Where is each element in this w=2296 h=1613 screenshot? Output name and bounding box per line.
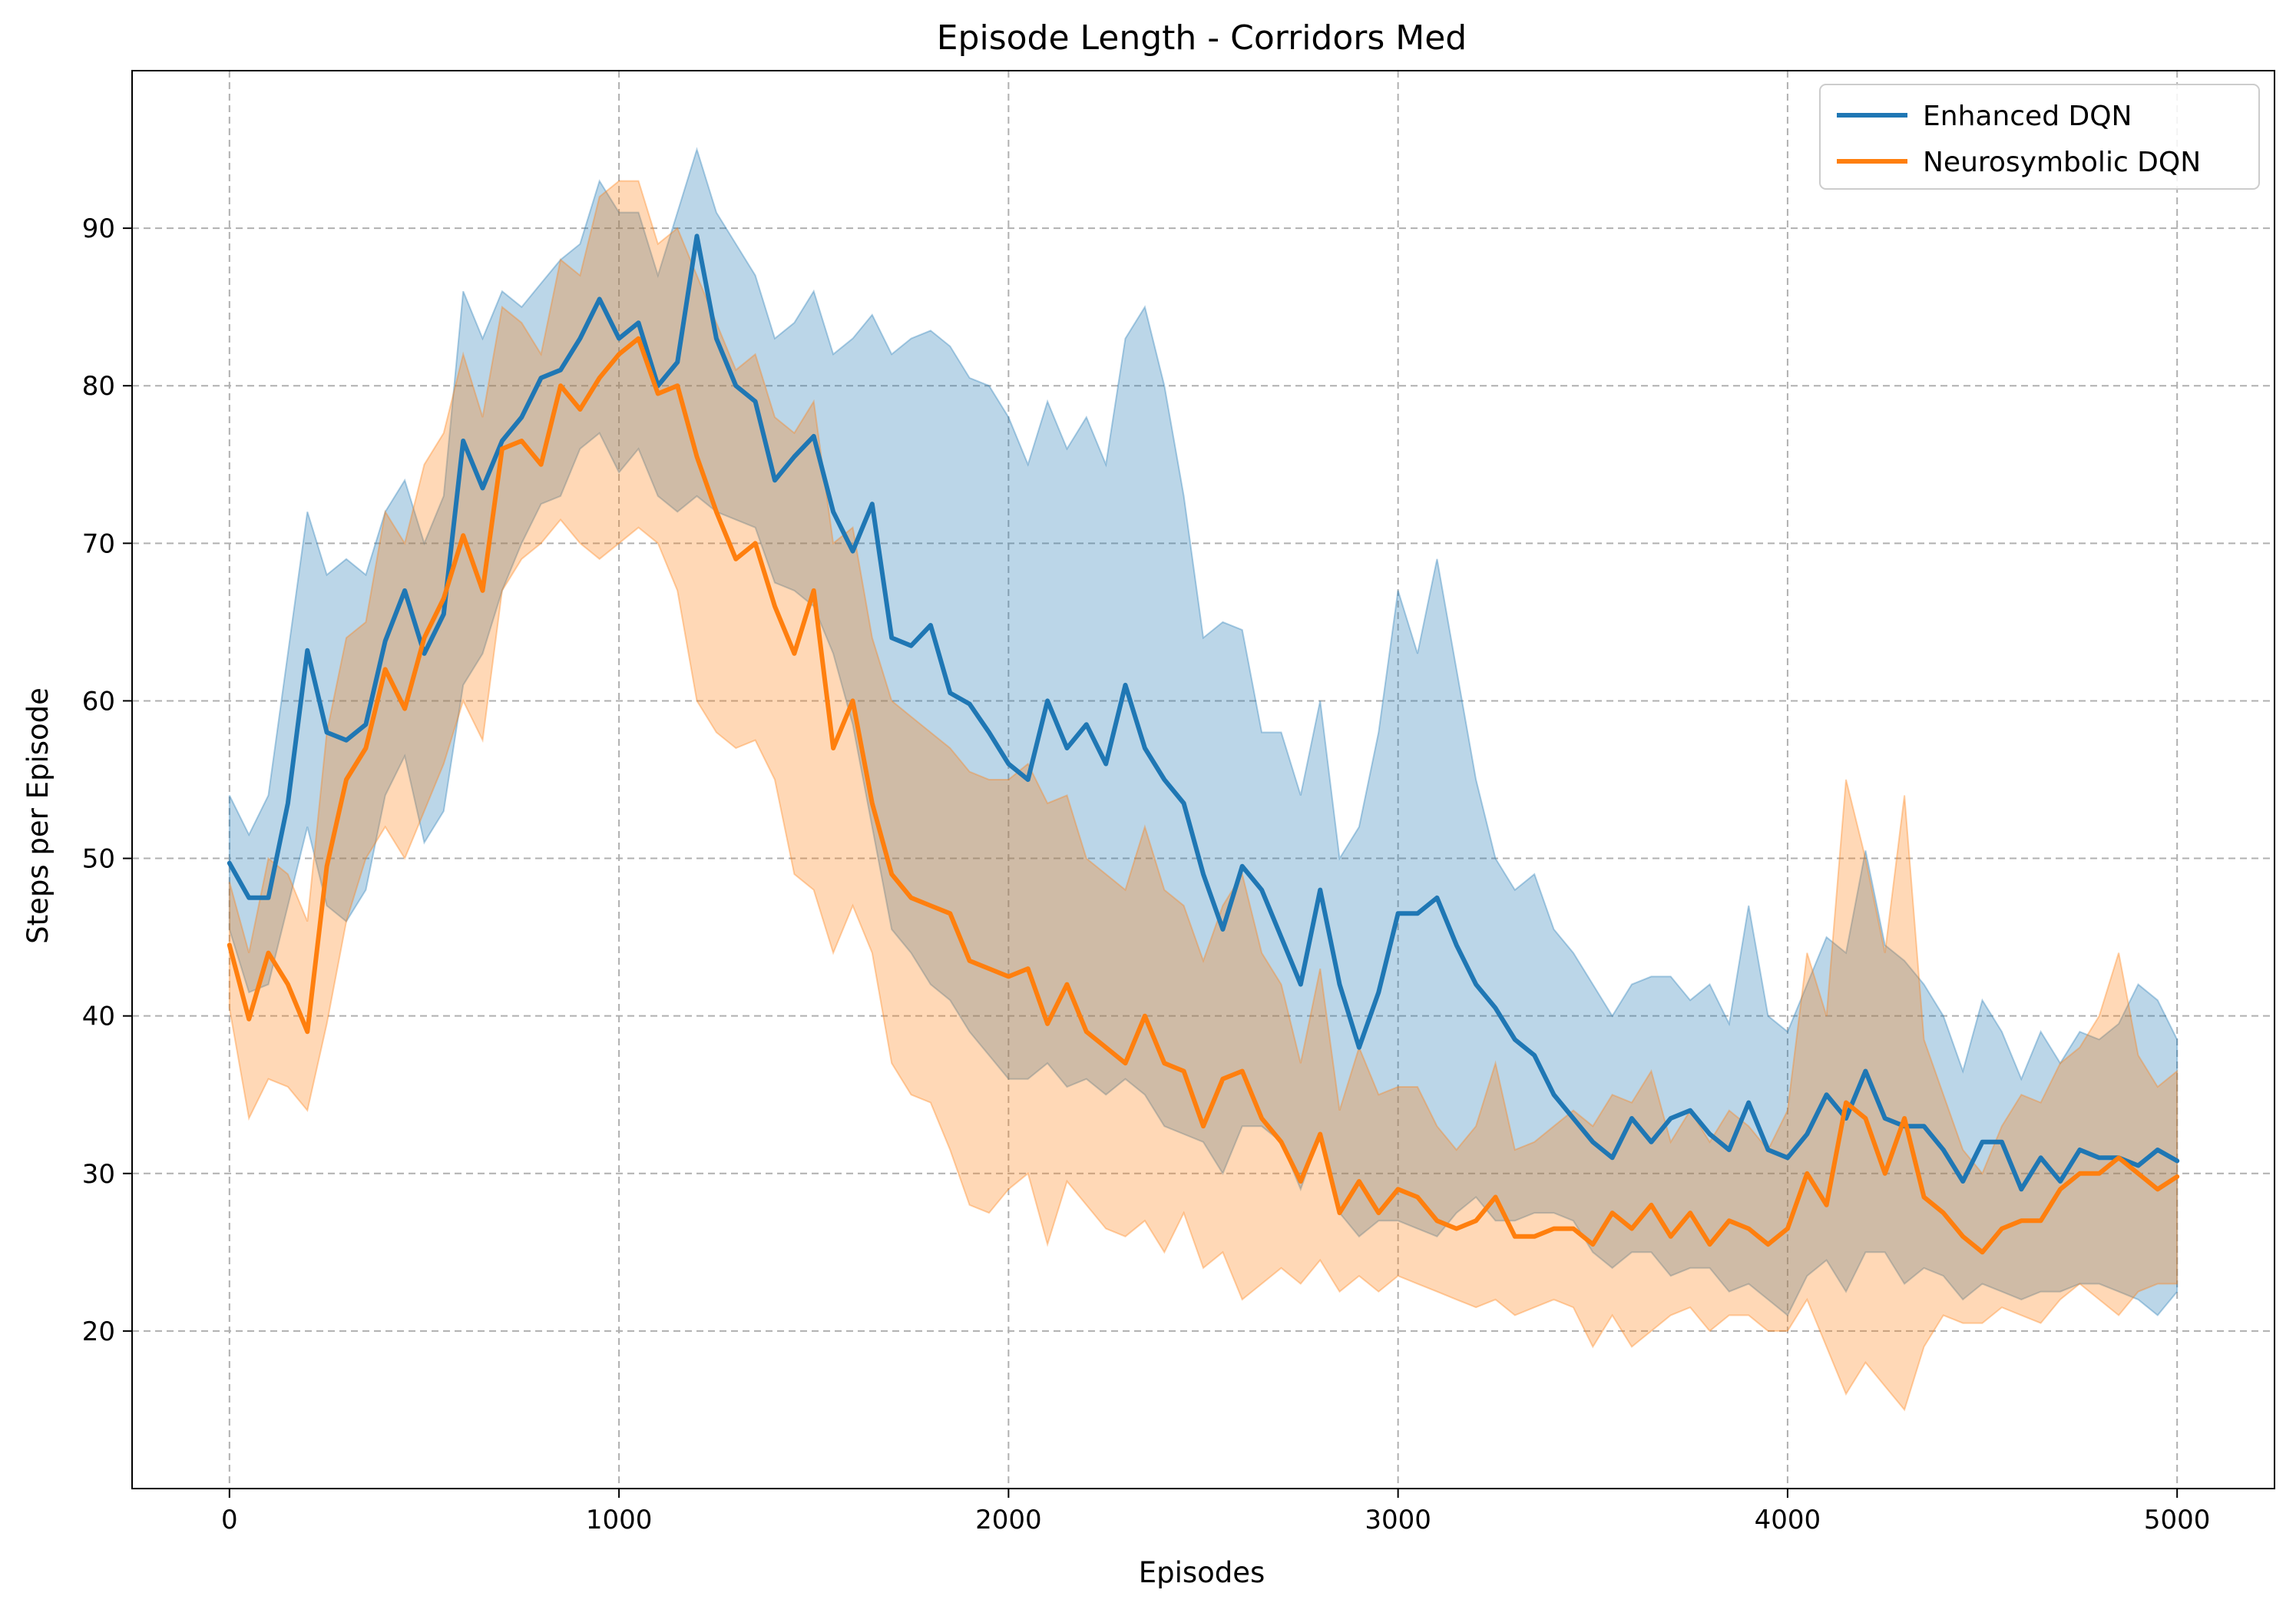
- legend-box: [1819, 84, 2260, 190]
- legend-label-enhanced-dqn: Enhanced DQN: [1923, 101, 2132, 132]
- line-enhanced-dqn: [227, 234, 2180, 1192]
- y-tick-label: 90: [82, 214, 115, 244]
- band-neurosymbolic-dqn: [228, 180, 2179, 1412]
- x-axis-title: Episodes: [1139, 1556, 1265, 1589]
- y-tick-label: 40: [82, 1002, 115, 1032]
- legend-label-neurosymbolic-dqn: Neurosymbolic DQN: [1923, 147, 2201, 178]
- band-enhanced-dqn: [228, 147, 2179, 1317]
- y-tick-label: 50: [82, 844, 115, 875]
- x-tick-label: 0: [221, 1505, 238, 1535]
- x-tick-label: 5000: [2144, 1505, 2211, 1535]
- confidence-bands: [228, 147, 2179, 1412]
- x-tick-label: 1000: [586, 1505, 653, 1535]
- plot-frame: [131, 70, 2275, 1489]
- x-tick-label: 4000: [1755, 1505, 1821, 1535]
- y-tick-label: 30: [82, 1159, 115, 1190]
- axis-ticks: 0 1000 2000 3000 4000 5000 20 30 40 50 60 70 80 90: [82, 214, 2211, 1535]
- y-tick-label: 80: [82, 371, 115, 402]
- x-tick-label: 3000: [1365, 1505, 1431, 1535]
- y-tick-label: 20: [82, 1317, 115, 1347]
- y-tick-label: 60: [82, 686, 115, 717]
- series-lines: [227, 234, 2180, 1255]
- x-tick-label: 2000: [975, 1505, 1042, 1535]
- line-neurosymbolic-dqn: [227, 336, 2180, 1255]
- y-axis-title: Steps per Episode: [22, 687, 55, 944]
- grid-lines: [132, 71, 2274, 1489]
- legend: Enhanced DQN Neurosymbolic DQN: [1819, 84, 2260, 190]
- chart-title: Episode Length - Corridors Med: [937, 18, 1467, 58]
- y-tick-label: 70: [82, 528, 115, 559]
